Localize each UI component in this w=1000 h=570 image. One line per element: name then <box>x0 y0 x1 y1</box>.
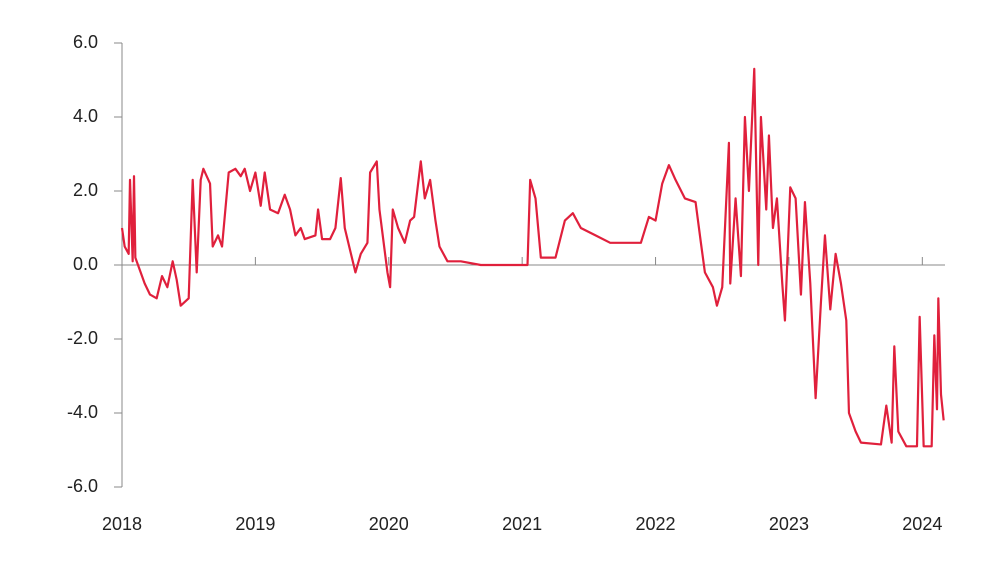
x-tick-label: 2020 <box>369 514 409 534</box>
data-line <box>120 67 945 448</box>
x-tick-label: 2018 <box>102 514 142 534</box>
x-tick-label: 2021 <box>502 514 542 534</box>
y-tick-label: 2.0 <box>73 180 98 200</box>
x-tick-label: 2024 <box>902 514 942 534</box>
y-tick-label: -6.0 <box>67 476 98 496</box>
y-tick-label: -2.0 <box>67 328 98 348</box>
y-tick-label: 6.0 <box>73 32 98 52</box>
x-tick-label: 2022 <box>636 514 676 534</box>
x-tick-label: 2019 <box>235 514 275 534</box>
y-tick-label: 4.0 <box>73 106 98 126</box>
x-tick-label: 2023 <box>769 514 809 534</box>
y-tick-label: 0.0 <box>73 254 98 274</box>
y-tick-label: -4.0 <box>67 402 98 422</box>
